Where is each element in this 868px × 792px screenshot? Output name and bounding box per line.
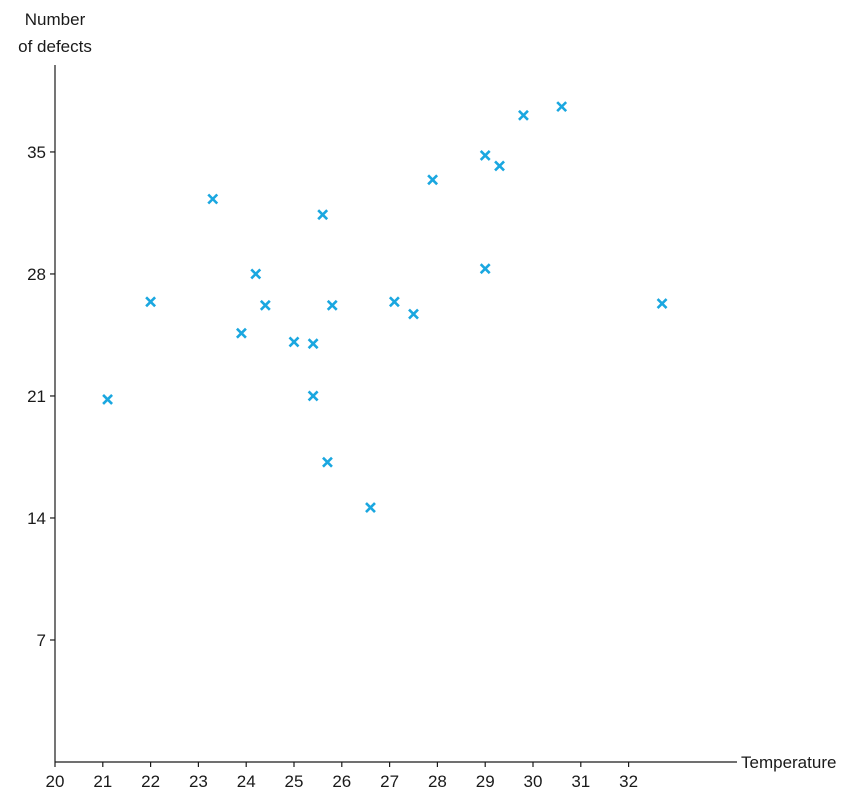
y-tick-label: 14 — [27, 509, 46, 528]
x-tick-label: 30 — [524, 772, 543, 791]
x-tick-label: 24 — [237, 772, 256, 791]
x-tick-label: 32 — [619, 772, 638, 791]
data-point — [365, 502, 376, 513]
x-axis-title: Temperature — [741, 753, 836, 772]
x-tick-label: 26 — [332, 772, 351, 791]
data-point — [408, 308, 419, 320]
y-tick-label: 35 — [27, 143, 46, 162]
data-point — [145, 296, 157, 308]
y-axis-title-line1: Number — [25, 10, 86, 29]
data-point — [322, 456, 333, 468]
data-point — [388, 296, 400, 308]
x-tick-label: 27 — [380, 772, 399, 791]
data-point — [556, 101, 568, 113]
x-tick-label: 31 — [571, 772, 590, 791]
data-point — [518, 109, 529, 121]
data-point — [494, 160, 505, 172]
x-tick-label: 25 — [285, 772, 304, 791]
data-points — [102, 101, 668, 513]
data-point — [288, 336, 300, 348]
x-tick-label: 22 — [141, 772, 160, 791]
y-tick-label: 7 — [37, 631, 46, 650]
data-point — [307, 390, 319, 402]
data-point — [207, 193, 219, 205]
x-tick-label: 21 — [93, 772, 112, 791]
data-point — [656, 298, 668, 310]
data-point — [236, 327, 247, 339]
x-tick-label: 28 — [428, 772, 447, 791]
y-tick-label: 28 — [27, 265, 46, 284]
data-point — [317, 209, 329, 221]
x-tick-label: 29 — [476, 772, 495, 791]
data-point — [250, 268, 262, 280]
data-point — [479, 150, 491, 161]
data-point — [102, 394, 113, 405]
data-point — [479, 263, 491, 275]
y-axis-ticks: 7 14 21 28 35 — [27, 143, 55, 650]
y-axis-title-line2: of defects — [18, 37, 92, 56]
x-tick-label: 23 — [189, 772, 208, 791]
data-point — [427, 174, 439, 186]
y-tick-label: 21 — [27, 387, 46, 406]
x-tick-label: 20 — [46, 772, 65, 791]
data-point — [307, 338, 319, 350]
data-point — [259, 299, 271, 311]
data-point — [326, 299, 338, 311]
x-axis-ticks: 20 21 22 23 24 25 26 27 28 29 30 31 32 — [46, 762, 638, 791]
